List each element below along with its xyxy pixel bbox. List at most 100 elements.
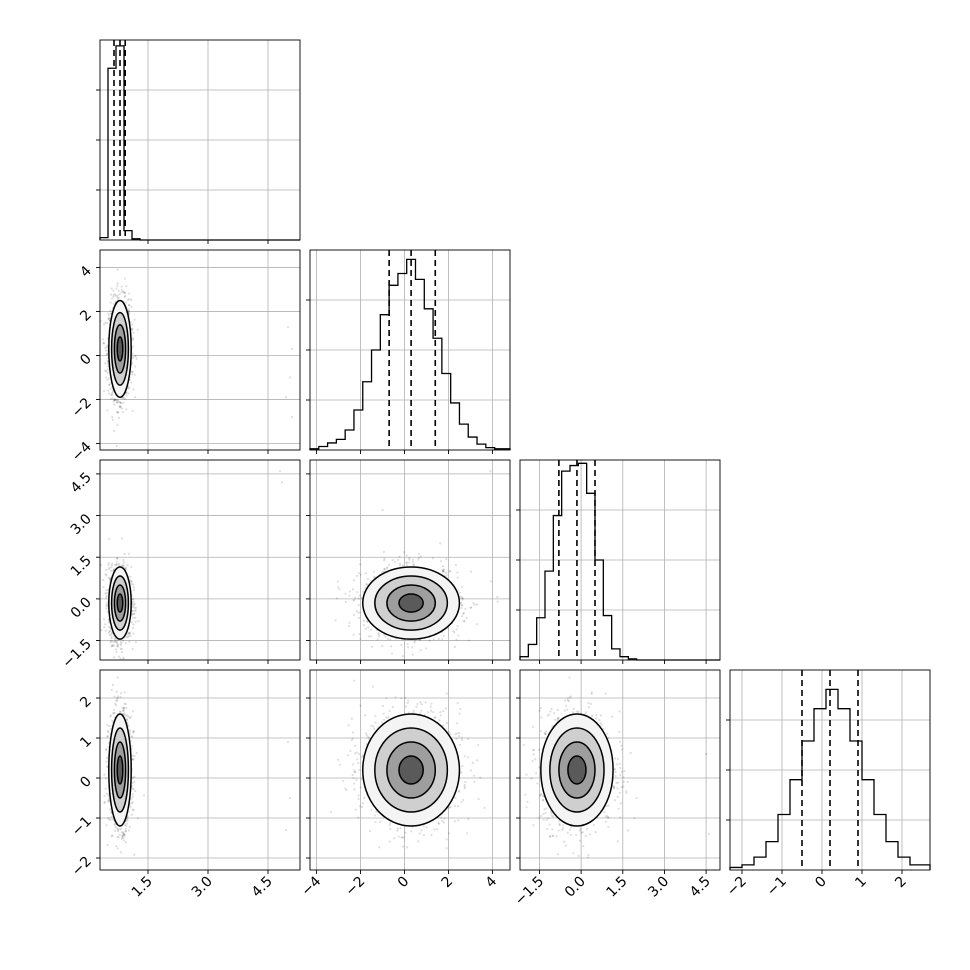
scatter-point <box>448 570 451 573</box>
scatter-point <box>420 709 423 712</box>
scatter-point <box>456 702 459 705</box>
scatter-point <box>357 794 360 797</box>
scatter-point <box>122 290 125 293</box>
scatter-point <box>104 362 107 365</box>
scatter-point <box>136 328 139 331</box>
scatter-point <box>352 777 355 780</box>
scatter-point <box>412 709 415 713</box>
scatter-point <box>117 400 120 403</box>
scatter-point <box>547 817 550 820</box>
scatter-point <box>575 833 578 837</box>
scatter-point <box>108 566 111 569</box>
scatter-point <box>134 355 137 358</box>
scatter-point <box>532 753 535 756</box>
scatter-point <box>572 707 575 711</box>
scatter-point <box>108 318 111 321</box>
scatter-point <box>407 711 411 714</box>
scatter-point <box>121 834 124 837</box>
scatter-point <box>553 712 556 715</box>
scatter-point <box>455 638 458 641</box>
scatter-point <box>119 695 122 699</box>
scatter-point <box>132 632 135 635</box>
scatter-point <box>122 639 125 643</box>
scatter-point <box>104 592 107 595</box>
scatter-point <box>115 844 118 848</box>
scatter-point <box>549 710 552 713</box>
scatter-point <box>458 789 461 792</box>
scatter-point <box>467 639 470 642</box>
scatter-point <box>106 843 109 847</box>
scatter-point <box>616 840 619 843</box>
scatter-point <box>360 755 364 759</box>
scatter-point <box>125 408 128 411</box>
scatter-point <box>132 612 136 616</box>
scatter-point <box>121 834 124 838</box>
scatter-point <box>603 811 606 814</box>
scatter-point <box>354 596 357 599</box>
scatter-point <box>105 591 108 595</box>
scatter-point <box>461 765 464 768</box>
scatter-point <box>538 709 541 712</box>
scatter-point <box>526 800 529 803</box>
scatter-point <box>110 635 113 638</box>
scatter-point <box>351 588 355 591</box>
scatter-point <box>104 623 107 626</box>
scatter-point <box>538 766 541 769</box>
scatter-point <box>342 779 345 783</box>
scatter-point <box>375 810 378 813</box>
scatter-point <box>531 748 535 752</box>
y-tick-label: 4 <box>77 263 95 281</box>
scatter-point <box>361 805 364 809</box>
scatter-point <box>570 826 573 829</box>
scatter-point <box>489 470 492 473</box>
scatter-point <box>132 616 135 619</box>
scatter-point <box>374 714 377 717</box>
scatter-point <box>564 844 568 847</box>
scatter-point <box>407 699 410 702</box>
scatter-point <box>129 634 132 638</box>
scatter-point <box>569 833 572 836</box>
scatter-point <box>127 392 130 395</box>
scatter-point <box>445 558 448 561</box>
scatter-point <box>618 791 621 794</box>
scatter-point <box>585 827 589 830</box>
scatter-point <box>357 797 360 800</box>
scatter-point <box>442 821 445 824</box>
scatter-point <box>705 752 708 756</box>
density-fill <box>117 336 123 361</box>
scatter-point <box>103 390 106 393</box>
scatter-point <box>359 704 362 707</box>
scatter-point <box>102 342 105 345</box>
scatter-point <box>123 291 126 295</box>
scatter-point <box>626 780 629 783</box>
scatter-point <box>537 748 541 751</box>
scatter-point <box>454 563 458 567</box>
scatter-point <box>578 839 582 842</box>
scatter-point <box>546 714 549 717</box>
scatter-point <box>408 561 411 564</box>
scatter-point <box>112 708 116 712</box>
scatter-point <box>125 394 128 397</box>
scatter-point <box>338 588 341 591</box>
scatter-point <box>120 831 123 834</box>
scatter-point <box>112 295 115 298</box>
scatter-point <box>589 702 593 706</box>
scatter-point <box>454 796 457 799</box>
scatter-point <box>124 827 128 830</box>
scatter-point <box>124 823 127 827</box>
scatter-point <box>365 732 368 735</box>
scatter-point <box>545 807 548 810</box>
scatter-point <box>458 712 461 715</box>
scatter-point <box>107 576 110 579</box>
scatter-point <box>400 643 403 646</box>
scatter-point <box>613 799 617 802</box>
scatter-point <box>127 552 130 555</box>
contour-line <box>549 727 605 813</box>
scatter-point <box>107 800 110 803</box>
scatter-point <box>580 831 583 834</box>
scatter-point <box>129 806 132 809</box>
scatter-point <box>555 835 558 838</box>
scatter-point <box>107 568 111 571</box>
scatter-point <box>599 721 602 725</box>
scatter-point <box>431 557 434 560</box>
